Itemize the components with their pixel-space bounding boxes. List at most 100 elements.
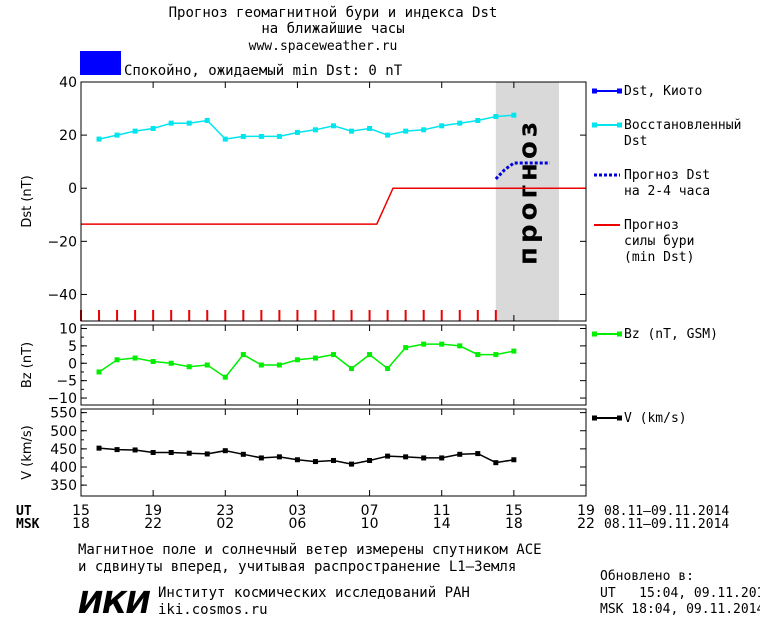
dst-data-point bbox=[421, 127, 427, 133]
bz-legend: Bz (nT, GSM) bbox=[592, 327, 718, 342]
dst-data-point bbox=[457, 120, 463, 126]
v-data-point bbox=[331, 457, 336, 463]
chart-subtitle: на ближайшие часы bbox=[261, 21, 404, 37]
bz-ytick-label: −10 bbox=[47, 391, 77, 407]
bz-data-point bbox=[204, 362, 210, 368]
bz-data-point bbox=[168, 360, 174, 366]
bz-data-point bbox=[96, 369, 102, 375]
dst-legend-marker bbox=[617, 122, 622, 128]
bz-data-point bbox=[457, 343, 463, 349]
dst-ytick-label: −40 bbox=[47, 287, 77, 303]
v-series-group bbox=[96, 445, 517, 467]
forecast-band bbox=[495, 82, 559, 321]
v-legend-marker bbox=[592, 415, 597, 421]
msk-tick-labels: 18 22 02 06 10 14 18 22 bbox=[72, 516, 595, 532]
dst-data-point bbox=[439, 123, 445, 129]
bz-y-axis-label: Bz (nT) bbox=[20, 342, 35, 388]
v-data-point bbox=[276, 454, 282, 460]
v-ytick-label: 550 bbox=[50, 406, 77, 422]
dst-data-point bbox=[294, 129, 300, 135]
dst-data-point bbox=[204, 118, 210, 124]
dst-y-axis-label: Dst (nT) bbox=[20, 175, 35, 227]
v-legend-label: V (km/s) bbox=[624, 411, 687, 426]
ut-tick-label: 19 bbox=[144, 503, 162, 519]
ut-tick-label: 11 bbox=[433, 503, 451, 519]
bz-data-point bbox=[439, 341, 445, 347]
v-panel: 550 500 450 400 350 V (km/s) V (km/s) bbox=[20, 406, 687, 497]
v-data-point bbox=[168, 450, 174, 455]
dst-data-point bbox=[493, 114, 499, 120]
v-ytick-label: 500 bbox=[50, 424, 77, 440]
v-y-tick-labels: 550 500 450 400 350 bbox=[50, 406, 77, 495]
institute-name: Институт космических исследований РАН bbox=[158, 585, 470, 601]
institute-site: iki.cosmos.ru bbox=[158, 602, 268, 618]
dst-data-point bbox=[511, 112, 517, 118]
v-data-point bbox=[367, 457, 373, 463]
v-data-point bbox=[385, 453, 391, 459]
msk-axis-label: MSK bbox=[16, 517, 40, 532]
bz-data-point bbox=[312, 355, 318, 361]
bz-legend-marker bbox=[617, 331, 622, 337]
dst-data-point bbox=[475, 118, 481, 124]
bz-legend-label: Bz (nT, GSM) bbox=[624, 327, 718, 342]
msk-tick-label: 02 bbox=[216, 516, 234, 532]
dst-ytick-label: 20 bbox=[59, 128, 77, 144]
msk-tick-label: 14 bbox=[433, 516, 451, 532]
dst-legend-label: Прогноз bbox=[624, 218, 679, 233]
bz-data-point bbox=[475, 352, 481, 358]
dst-data-point bbox=[96, 136, 102, 142]
v-data-point bbox=[132, 447, 138, 453]
bz-data-point bbox=[132, 355, 138, 361]
bz-plot-frame bbox=[80, 324, 587, 406]
v-data-point bbox=[240, 451, 246, 457]
dst-data-point bbox=[276, 133, 282, 139]
dst-data-point bbox=[331, 123, 336, 129]
ut-tick-labels: 15 19 23 03 07 11 15 19 bbox=[72, 503, 595, 519]
chart-title: Прогноз геомагнитной бури и индекса Dst bbox=[169, 5, 498, 21]
bz-data-point bbox=[222, 374, 228, 380]
v-series-line-0 bbox=[98, 447, 515, 465]
updated-label: Обновлено в: bbox=[600, 569, 694, 584]
msk-tick-label: 22 bbox=[577, 516, 595, 532]
v-data-point bbox=[114, 447, 120, 453]
dst-panel: прогноз 40 20 0 −20 −40 Dst (nT) Dst, Киото В… bbox=[20, 75, 741, 322]
msk-tick-label: 10 bbox=[361, 516, 379, 532]
v-data-point bbox=[150, 450, 156, 455]
updated-ut: UT 15:04, 09.11.2014 bbox=[600, 586, 760, 601]
dst-series-line-2 bbox=[81, 187, 586, 225]
bz-data-point bbox=[114, 357, 120, 363]
status-color-swatch bbox=[80, 51, 121, 75]
msk-tick-label: 18 bbox=[72, 516, 90, 532]
ut-axis-label: UT bbox=[16, 504, 32, 519]
time-axis: UT MSK 15 19 23 03 07 11 15 19 18 22 02 06 10 14 18 22… bbox=[16, 503, 729, 532]
dst-legend-label: (min Dst) bbox=[624, 250, 694, 265]
dst-legend-label: Dst bbox=[624, 134, 647, 149]
v-ytick-label: 400 bbox=[50, 460, 77, 476]
site-url: www.spaceweather.ru bbox=[249, 39, 398, 54]
bz-series-group bbox=[96, 341, 517, 380]
bz-series-line-0 bbox=[98, 343, 515, 379]
ut-tick-label: 23 bbox=[216, 503, 234, 519]
bz-data-point bbox=[421, 341, 427, 347]
dst-legend-label: силы бури bbox=[624, 234, 694, 249]
dst-legend-label: на 2-4 часа bbox=[624, 184, 710, 199]
ut-tick-label: 15 bbox=[72, 503, 90, 519]
bz-data-point bbox=[403, 345, 409, 351]
dst-data-point bbox=[258, 133, 264, 139]
dst-data-point bbox=[222, 136, 228, 142]
v-ytick-label: 350 bbox=[50, 478, 77, 494]
bz-panel: 10 50 −5−10 Bz (nT) Bz (nT, GSM) bbox=[20, 321, 718, 407]
dst-data-point bbox=[168, 120, 174, 126]
dst-ytick-label: −20 bbox=[47, 234, 77, 250]
bz-data-point bbox=[385, 365, 391, 371]
v-plot-frame bbox=[80, 408, 587, 497]
dst-data-point bbox=[240, 133, 246, 139]
ut-date-range: 08.11–09.11.2014 bbox=[604, 504, 729, 519]
bz-data-point bbox=[294, 357, 300, 363]
v-data-point bbox=[186, 450, 192, 456]
msk-tick-label: 06 bbox=[289, 516, 307, 532]
dst-data-point bbox=[114, 132, 120, 138]
msk-tick-label: 18 bbox=[505, 516, 523, 532]
dst-ytick-label: 0 bbox=[68, 181, 77, 197]
v-data-point bbox=[312, 459, 318, 465]
